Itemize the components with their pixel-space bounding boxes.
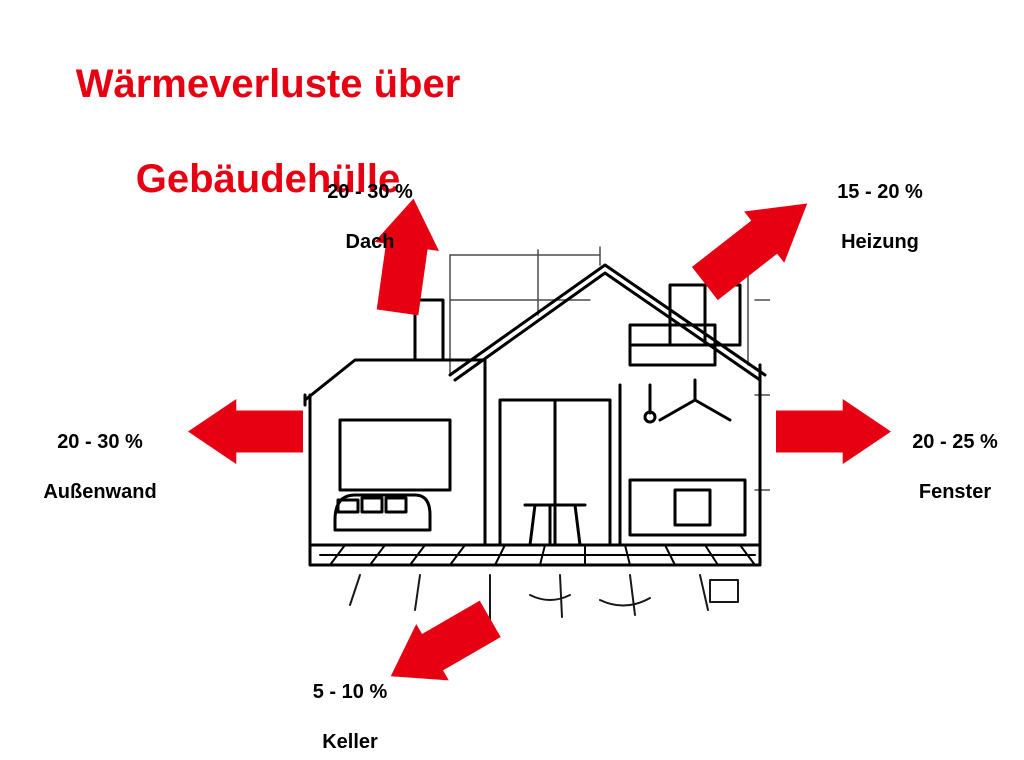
arrow-aussenwand: [188, 399, 303, 464]
label-fenster-name: Fenster: [919, 481, 991, 503]
label-heizung-name: Heizung: [841, 231, 919, 253]
label-fenster: 20 - 25 % Fenster: [890, 405, 1020, 505]
label-aussenwand-percent: 20 - 30 %: [57, 431, 143, 453]
infographic-stage: Wärmeverluste über Gebäudehülle: [0, 0, 1024, 760]
label-keller-name: Keller: [322, 731, 378, 753]
label-keller: 5 - 10 % Keller: [275, 655, 425, 755]
label-dach-name: Dach: [346, 231, 395, 253]
label-keller-percent: 5 - 10 %: [313, 681, 387, 703]
label-aussenwand: 20 - 30 % Außenwand: [20, 405, 180, 505]
label-aussenwand-name: Außenwand: [43, 481, 156, 503]
label-heizung-percent: 15 - 20 %: [837, 181, 923, 203]
label-dach: 20 - 30 % Dach: [290, 155, 450, 255]
label-heizung: 15 - 20 % Heizung: [800, 155, 960, 255]
title-line1: Wärmeverluste über: [76, 62, 461, 106]
arrow-fenster: [776, 399, 891, 464]
label-fenster-percent: 20 - 25 %: [912, 431, 998, 453]
label-dach-percent: 20 - 30 %: [327, 181, 413, 203]
